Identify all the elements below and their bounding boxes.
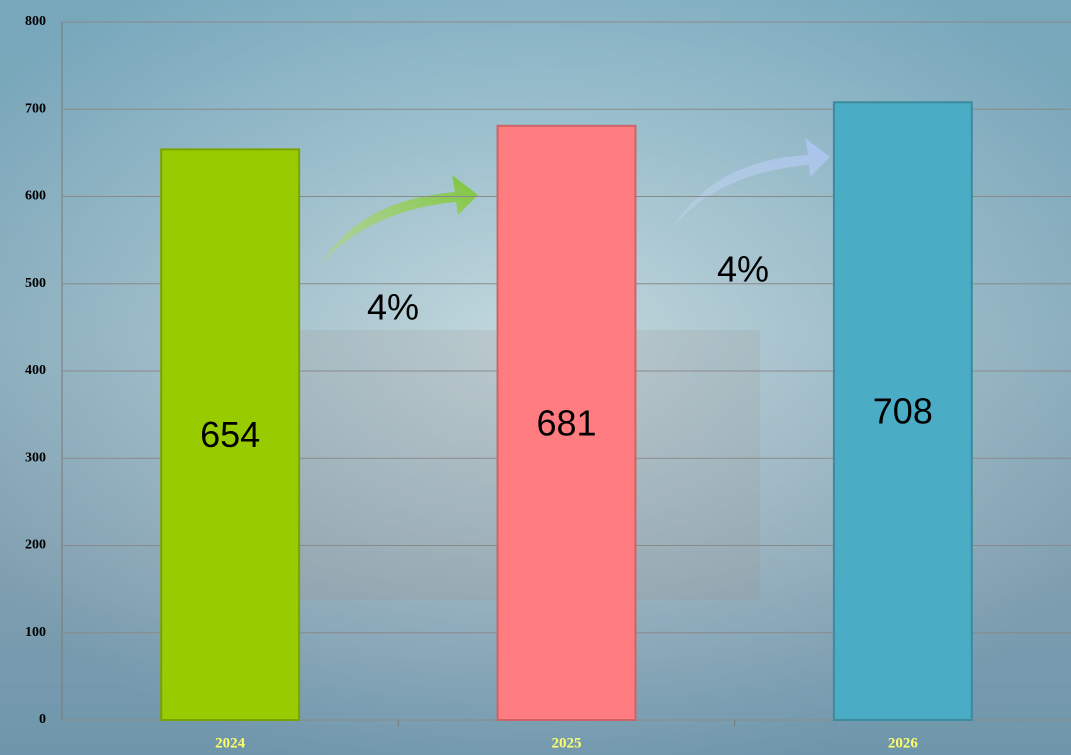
annotation: 4% — [367, 287, 419, 328]
y-tick-label: 200 — [25, 538, 46, 553]
arrow — [672, 138, 830, 228]
value-label: 681 — [536, 402, 596, 443]
y-tick-label: 700 — [25, 101, 46, 116]
y-tick-label: 600 — [25, 189, 46, 204]
annotation: 4% — [717, 249, 769, 290]
bar — [160, 148, 301, 721]
y-tick-label: 800 — [25, 14, 46, 29]
bar — [496, 124, 637, 721]
y-tick-label: 300 — [25, 450, 46, 465]
x-tick-label: 2024 — [215, 735, 246, 751]
y-tick-label: 100 — [25, 625, 46, 640]
value-label: 654 — [200, 414, 260, 455]
value-label: 708 — [873, 391, 933, 432]
x-tick-label: 2026 — [888, 735, 919, 751]
y-tick-label: 0 — [39, 712, 46, 727]
y-tick-label: 400 — [25, 363, 46, 378]
x-tick-label: 2025 — [552, 735, 582, 751]
bar — [832, 101, 973, 721]
arrow — [320, 175, 478, 265]
y-tick-label: 500 — [25, 276, 46, 291]
